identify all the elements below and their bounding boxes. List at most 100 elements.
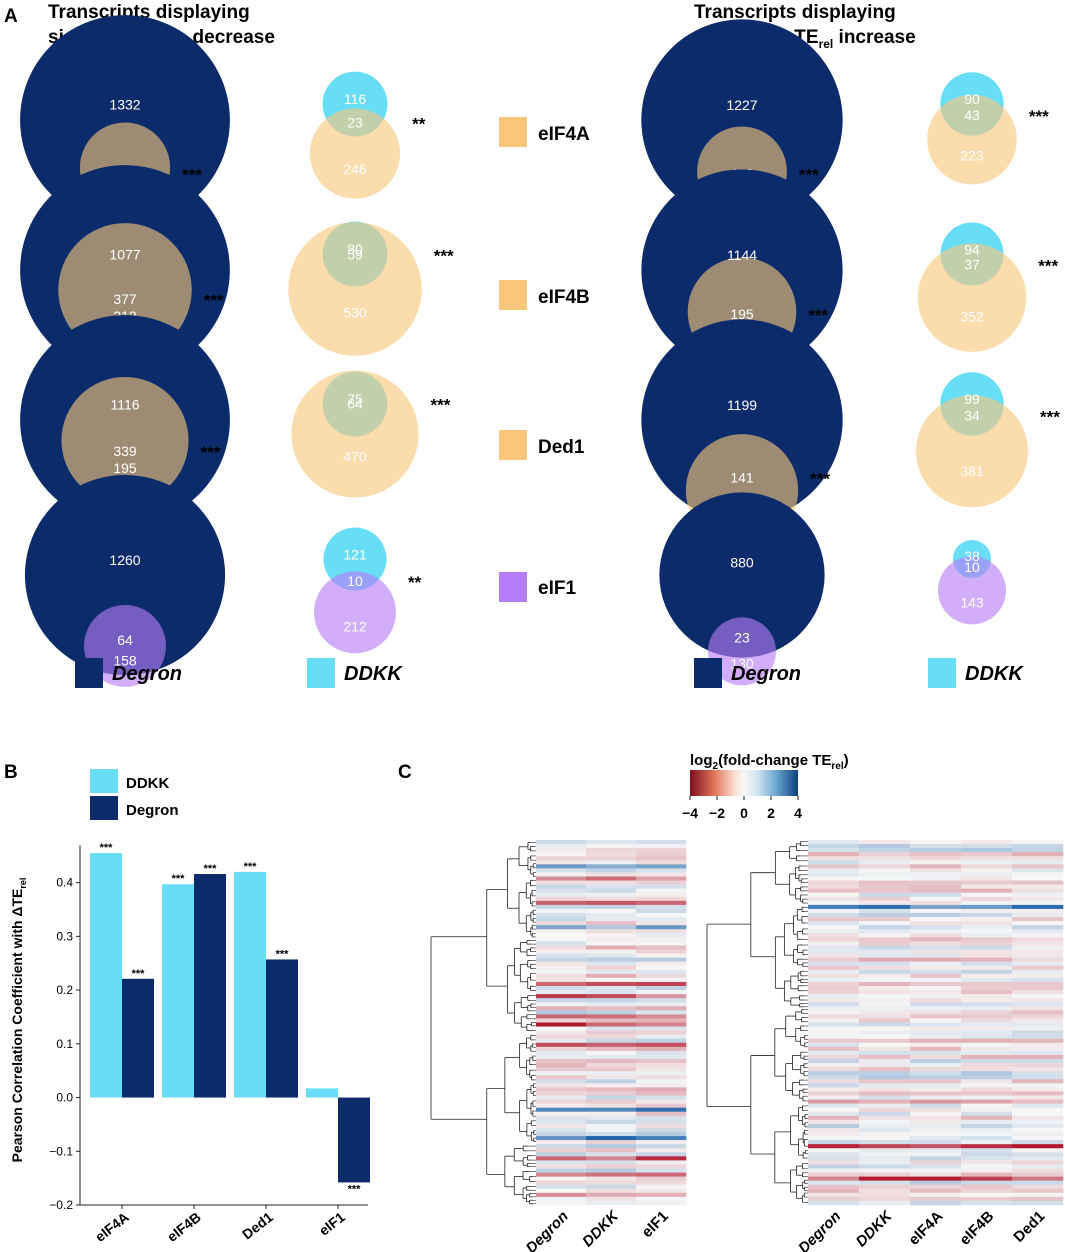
heatmap-cell [636,852,687,857]
heatmap-cell [859,977,911,983]
heatmap-cell [636,1127,687,1133]
heatmap-cell [961,1038,1013,1044]
heatmap-cell [859,1164,911,1169]
heatmap-cell [961,1184,1013,1190]
heatmap-cell [536,1038,587,1044]
heatmap-cell [1012,1103,1064,1108]
heatmap-cell [961,1188,1013,1194]
heatmap-cell [586,1059,637,1064]
venn-count-overlap: 59 [347,246,363,262]
heatmap-cell [910,986,962,991]
heatmap-cell [961,1002,1013,1007]
heatmap-cell [961,990,1013,995]
heatmap-cell [1012,1144,1064,1149]
heatmap-cell [808,1180,860,1186]
heatmap-cell [636,908,687,914]
y-tick-label: 0.3 [56,929,73,943]
heatmap-cell [636,848,687,853]
heatmap-cell [961,872,1013,877]
venn-significance: *** [1038,256,1058,275]
factor-swatch-eif4a [499,117,527,147]
venn-count-top: 90 [964,91,980,107]
heatmap-cell [636,904,687,910]
heatmap-cell [1012,990,1064,995]
venn-significance: *** [1029,107,1049,126]
heatmap-cell [586,1046,637,1052]
venn-count-top: 121 [343,546,367,562]
heatmap-cell [910,1107,962,1113]
heatmap-cell [1012,961,1064,967]
heatmap-cell [961,981,1013,987]
heatmap-cell [586,852,637,857]
heatmap-cell [859,941,911,946]
heatmap-cell [636,1083,687,1088]
heatmap-cell [536,1164,587,1169]
heatmap-cell [808,969,860,975]
heatmap-cell [859,1075,911,1080]
heatmap-cell [586,860,637,865]
heatmap-cell [536,1176,587,1181]
heatmap-cell [1012,1006,1064,1011]
heatmap-cell [910,1200,962,1206]
heatmap-cell [1012,888,1064,894]
heatmap-cell [859,1046,911,1052]
heatmap-cell [808,1111,860,1117]
heatmap-cell [808,1079,860,1084]
heatmap-cell [586,1038,637,1044]
heatmap-cell [859,1156,911,1161]
heatmap-cell [808,1115,860,1121]
heatmap-cell [910,1091,962,1096]
heatmap-cell [808,1002,860,1007]
venn-circle-bottom [917,243,1027,352]
heatmap-cell [536,1095,587,1100]
heatmap-cell [636,876,687,881]
heatmap-cell [808,1127,860,1133]
heatmap-cell [961,998,1013,1003]
heatmap-cell [1012,1184,1064,1190]
heatmap-cell [1012,1075,1064,1080]
heatmap-cell [586,1196,637,1202]
heatmap-cell [808,1119,860,1125]
heatmap-cell [1012,908,1064,914]
heatmap-cell [859,986,911,991]
heatmap-cell [808,1140,860,1145]
factor-swatch-eif4b [499,280,527,310]
heatmap-cell [586,1054,637,1060]
heatmap-cell [910,1071,962,1076]
heatmap-cell [636,840,687,845]
heatmap-cell [910,921,962,926]
bar-legend: DDKK Degron [90,769,179,820]
heatmap-cell [1012,949,1064,954]
heatmap-cell [536,1144,587,1149]
heatmap-cell [536,1042,587,1048]
heatmap-cell [808,856,860,861]
colorbar-tick-label: 2 [767,805,775,821]
heatmap-cell [536,945,587,950]
heatmap-cell [859,953,911,958]
heatmap-cell [910,933,962,938]
heatmap-cell [636,1196,687,1202]
heatmap-cell [536,1172,587,1177]
heatmap-cell [859,1103,911,1108]
heatmap-cell [910,880,962,885]
heatmap-cell [859,969,911,975]
heatmap-cell [910,973,962,979]
bar-significance: *** [132,968,146,980]
heatmap-cell [586,1172,637,1177]
venn-count-overlap: 23 [734,629,750,645]
heatmap-cell [1012,1002,1064,1007]
heatmap-cell [636,1026,687,1031]
heatmap-cell [859,848,911,853]
heatmap-cell [910,1075,962,1080]
heatmap-cell [586,1168,637,1173]
heatmap-cell [1012,900,1064,906]
heatmap-cell [536,1022,587,1027]
heatmap-cell [586,1091,637,1096]
heatmap-cell [536,876,587,881]
heatmap-cell [961,949,1013,954]
heatmap-cell [859,904,911,910]
heatmap-cell [536,1079,587,1084]
heatmap-cell [859,929,911,934]
heatmap-cell [1012,856,1064,861]
left-title-dir: decrease [187,27,275,48]
